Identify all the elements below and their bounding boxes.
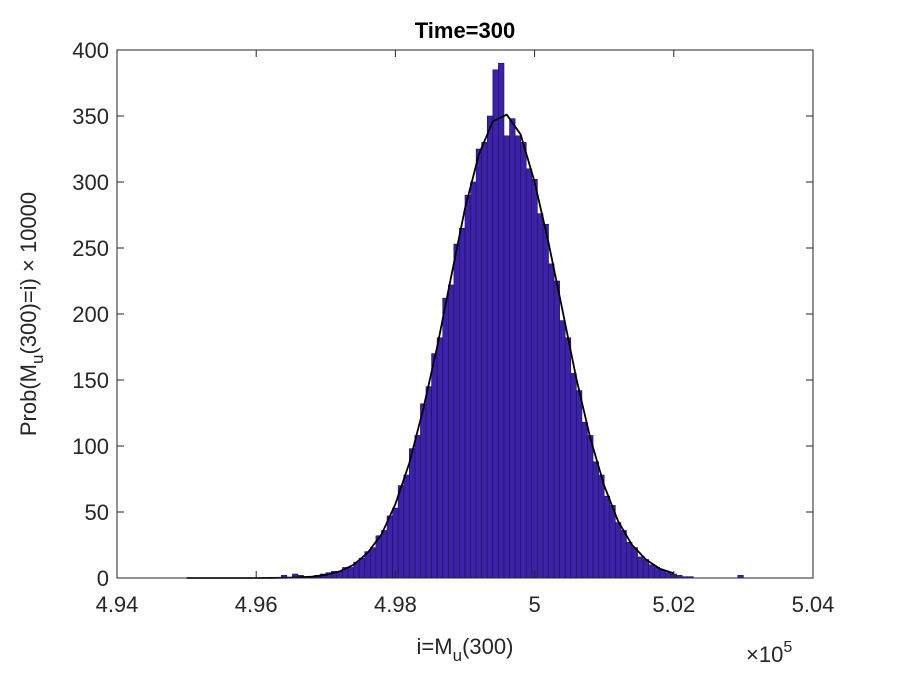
x-axis-label: i=Mu(300) <box>417 634 514 665</box>
histogram-bar <box>386 515 393 579</box>
chart-title: Time=300 <box>415 18 516 43</box>
x-label-text: i=M <box>417 634 453 659</box>
histogram-bar <box>665 572 672 579</box>
histogram-bar <box>481 142 488 579</box>
y-label-sub: u <box>28 355 47 364</box>
plot-area: 0 50 100 150 200 250 300 350 400 4.94 4.96 4.98 5 5.0… <box>72 38 834 617</box>
histogram-bar <box>459 227 466 579</box>
histogram-bar <box>498 62 505 579</box>
histogram-bar <box>403 474 410 579</box>
histogram-bar <box>603 495 611 579</box>
histogram-bar <box>514 135 521 579</box>
histogram-bar <box>648 564 655 579</box>
y-axis-label: Prob(Mu(300)=i) × 10000 <box>16 192 47 436</box>
x-multiplier-base: ×10 <box>746 642 783 667</box>
histogram-bar <box>431 353 438 579</box>
histogram-bar <box>409 448 416 579</box>
histogram-bar <box>637 556 644 579</box>
histogram-bar <box>542 223 549 579</box>
histogram-bar <box>553 280 560 579</box>
x-label-after: (300) <box>462 634 513 659</box>
histogram-bar <box>559 320 566 579</box>
histogram-bar <box>548 263 555 579</box>
histogram-bar <box>615 522 622 579</box>
histogram-bar <box>397 485 405 579</box>
x-tick-label: 5.02 <box>652 592 695 617</box>
histogram-bar <box>592 461 599 579</box>
x-tick-label: 4.94 <box>96 592 139 617</box>
histogram-bar <box>631 547 638 579</box>
histogram-bar <box>609 505 616 579</box>
histogram-bar <box>620 530 627 579</box>
histogram-bar <box>436 337 444 579</box>
histogram-bar <box>642 559 650 579</box>
histogram-bar <box>392 507 399 579</box>
histogram-bar <box>509 118 516 579</box>
histogram-bar <box>570 373 577 579</box>
histogram-bar <box>581 421 588 579</box>
histogram-bar <box>531 179 538 579</box>
histogram-bar <box>587 435 594 579</box>
histogram-bar <box>425 386 432 579</box>
y-tick-label: 100 <box>72 434 109 459</box>
y-tick-label: 200 <box>72 302 109 327</box>
histogram-bar <box>470 181 477 579</box>
histogram-bar <box>447 284 455 579</box>
y-tick-label: 50 <box>85 500 109 525</box>
histogram-bar <box>537 213 544 579</box>
histogram-bar <box>598 474 605 579</box>
histogram-bar <box>626 542 633 579</box>
histogram-bar <box>420 403 427 579</box>
y-tick-label: 350 <box>72 104 109 129</box>
y-tick-label: 250 <box>72 236 109 261</box>
y-tick-label: 300 <box>72 170 109 195</box>
histogram-bar <box>525 168 533 579</box>
histogram-bar <box>347 567 354 579</box>
x-tick-label: 4.96 <box>235 592 278 617</box>
histogram-bar <box>381 530 388 579</box>
histogram-bar <box>475 148 483 579</box>
y-tick-label: 150 <box>72 368 109 393</box>
histogram-bar <box>464 194 471 579</box>
y-tick-label: 400 <box>72 38 109 63</box>
histogram-bar <box>564 337 572 579</box>
histogram-bar <box>442 297 449 579</box>
x-multiplier: ×105 <box>746 639 792 667</box>
x-tick-label: 4.98 <box>374 592 417 617</box>
histogram-bar <box>576 390 583 579</box>
histogram-bar <box>370 547 377 579</box>
y-label-after: (300)=i) × 10000 <box>16 192 41 355</box>
x-multiplier-exp: 5 <box>783 639 792 656</box>
histogram-bar <box>520 142 527 579</box>
histogram-bar <box>358 557 366 579</box>
histogram-bar <box>503 135 510 579</box>
y-tick-label: 0 <box>97 566 109 591</box>
histogram-bar <box>414 435 421 579</box>
histogram-bar <box>453 243 460 579</box>
histogram-bar <box>486 115 494 579</box>
x-label-sub: u <box>453 646 462 665</box>
y-label-text: Prob(M <box>16 364 41 436</box>
x-tick-label: 5 <box>528 592 540 617</box>
histogram-bar <box>492 69 499 579</box>
x-tick-label: 5.04 <box>792 592 835 617</box>
